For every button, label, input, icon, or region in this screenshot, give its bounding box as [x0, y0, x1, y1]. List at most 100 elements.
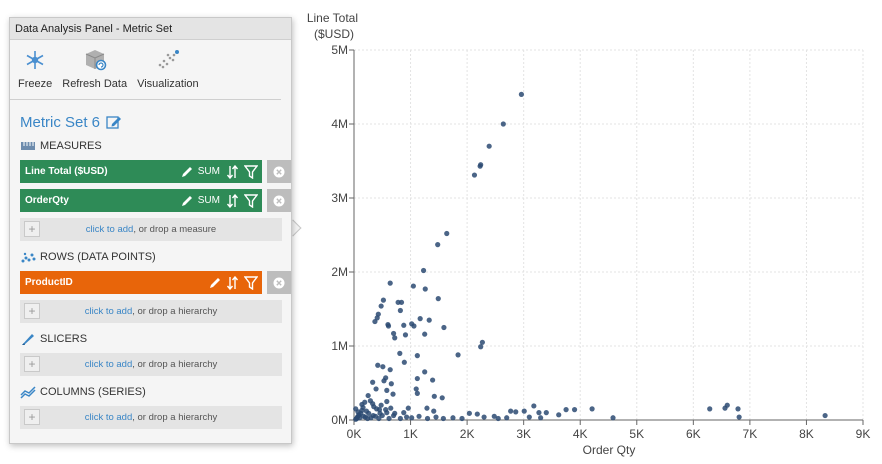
data-point[interactable] [426, 317, 432, 323]
measure-pill-line-total[interactable]: Line Total ($USD) SUM [20, 160, 291, 183]
edit-metric-set-icon[interactable] [106, 114, 122, 130]
data-point[interactable] [359, 407, 365, 413]
data-point[interactable] [450, 415, 456, 421]
remove-measure-button[interactable] [267, 160, 291, 183]
sort-icon[interactable] [226, 164, 240, 179]
data-point[interactable] [495, 415, 501, 422]
visualization-button[interactable]: Visualization [137, 48, 199, 99]
data-point[interactable] [392, 410, 398, 416]
data-point[interactable] [416, 413, 422, 419]
rows-drop-zone[interactable]: + click to add, or drop a hierarchy [20, 300, 282, 323]
data-point[interactable] [500, 121, 506, 127]
data-point[interactable] [411, 323, 417, 329]
columns-drop-zone[interactable]: + click to add, or drop a hierarchy [20, 406, 282, 429]
data-point[interactable] [735, 406, 741, 412]
data-point[interactable] [383, 407, 389, 413]
data-point[interactable] [353, 416, 359, 422]
data-point[interactable] [414, 390, 420, 396]
data-point[interactable] [424, 405, 430, 411]
data-point[interactable] [397, 350, 403, 356]
data-point[interactable] [486, 143, 492, 149]
data-point[interactable] [378, 303, 384, 309]
data-point[interactable] [387, 367, 393, 373]
data-point[interactable] [410, 283, 416, 289]
add-icon[interactable]: + [24, 409, 40, 425]
data-point[interactable] [413, 386, 419, 392]
data-point[interactable] [380, 364, 386, 370]
data-point[interactable] [538, 415, 544, 421]
data-point[interactable] [380, 297, 387, 303]
data-point[interactable] [439, 395, 445, 401]
freeze-button[interactable]: Freeze [18, 48, 52, 99]
panel-title[interactable]: Data Analysis Panel - Metric Set [10, 18, 291, 40]
data-point[interactable] [378, 402, 384, 408]
data-point[interactable] [440, 415, 446, 422]
data-point[interactable] [433, 414, 439, 420]
data-point[interactable] [397, 307, 403, 314]
filter-icon[interactable] [244, 193, 258, 208]
data-point[interactable] [536, 410, 542, 416]
data-point[interactable] [392, 335, 398, 341]
add-hierarchy-link[interactable]: click to add [84, 412, 133, 423]
sort-icon[interactable] [226, 275, 240, 290]
data-point[interactable] [471, 172, 478, 178]
data-point[interactable] [402, 332, 409, 338]
data-point[interactable] [420, 267, 427, 274]
edit-pencil-icon[interactable] [180, 165, 194, 179]
data-point[interactable] [370, 379, 376, 385]
data-point[interactable] [459, 415, 465, 422]
data-point[interactable] [481, 414, 487, 420]
data-point[interactable] [526, 414, 532, 420]
measure-pill-orderqty[interactable]: OrderQty SUM [20, 189, 291, 212]
add-measure-link[interactable]: click to add [85, 224, 134, 235]
data-point[interactable] [366, 410, 372, 416]
data-point[interactable] [370, 412, 376, 419]
measures-drop-zone[interactable]: + click to add, or drop a measure [20, 218, 282, 241]
data-point[interactable] [381, 378, 387, 384]
data-point[interactable] [384, 398, 390, 405]
data-point[interactable] [543, 410, 549, 416]
add-hierarchy-link[interactable]: click to add [84, 359, 133, 370]
add-icon[interactable]: + [24, 303, 40, 319]
data-point[interactable] [424, 415, 431, 422]
data-point[interactable] [388, 405, 394, 411]
data-point[interactable] [556, 412, 562, 418]
row-pill-productid[interactable]: ProductID [20, 271, 291, 294]
data-point[interactable] [441, 324, 447, 331]
data-point[interactable] [531, 403, 537, 409]
data-point[interactable] [563, 407, 569, 413]
data-point[interactable] [414, 375, 420, 382]
data-point[interactable] [724, 402, 730, 408]
data-point[interactable] [377, 410, 383, 416]
data-point[interactable] [435, 296, 441, 302]
data-point[interactable] [385, 323, 392, 329]
data-point[interactable] [375, 362, 381, 368]
data-point[interactable] [478, 344, 484, 350]
data-point[interactable] [455, 352, 461, 358]
data-point[interactable] [390, 391, 396, 397]
aggregation-label[interactable]: SUM [197, 195, 220, 206]
edit-pencil-icon[interactable] [208, 276, 222, 290]
data-point[interactable] [397, 415, 403, 422]
filter-icon[interactable] [244, 164, 258, 179]
data-point[interactable] [504, 415, 510, 421]
data-point[interactable] [518, 91, 525, 97]
data-point[interactable] [435, 242, 441, 248]
data-point[interactable] [736, 414, 742, 420]
edit-pencil-icon[interactable] [180, 194, 194, 208]
aggregation-label[interactable]: SUM [197, 166, 220, 177]
data-point[interactable] [398, 299, 405, 305]
data-point[interactable] [372, 318, 378, 325]
data-point[interactable] [430, 377, 436, 383]
add-hierarchy-link[interactable]: click to add [84, 306, 133, 317]
refresh-data-button[interactable]: Refresh Data [62, 48, 127, 99]
data-point[interactable] [610, 415, 616, 421]
data-point[interactable] [387, 280, 393, 286]
data-point[interactable] [373, 386, 379, 392]
data-point[interactable] [822, 412, 828, 419]
add-icon[interactable]: + [24, 356, 40, 372]
data-point[interactable] [356, 412, 362, 418]
data-point[interactable] [444, 230, 450, 237]
data-point[interactable] [508, 408, 514, 414]
remove-row-button[interactable] [267, 271, 291, 294]
